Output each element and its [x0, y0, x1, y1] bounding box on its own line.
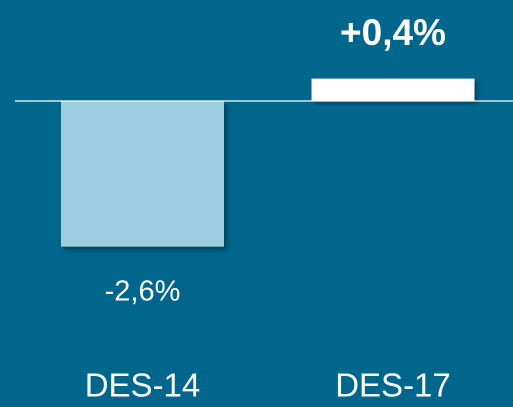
x-tick-label: DES-14: [85, 367, 201, 404]
bar: [61, 101, 224, 247]
x-tick-label: DES-17: [335, 367, 451, 404]
value-label: +0,4%: [340, 12, 446, 53]
bar: [311, 78, 475, 101]
value-label: -2,6%: [105, 275, 181, 307]
